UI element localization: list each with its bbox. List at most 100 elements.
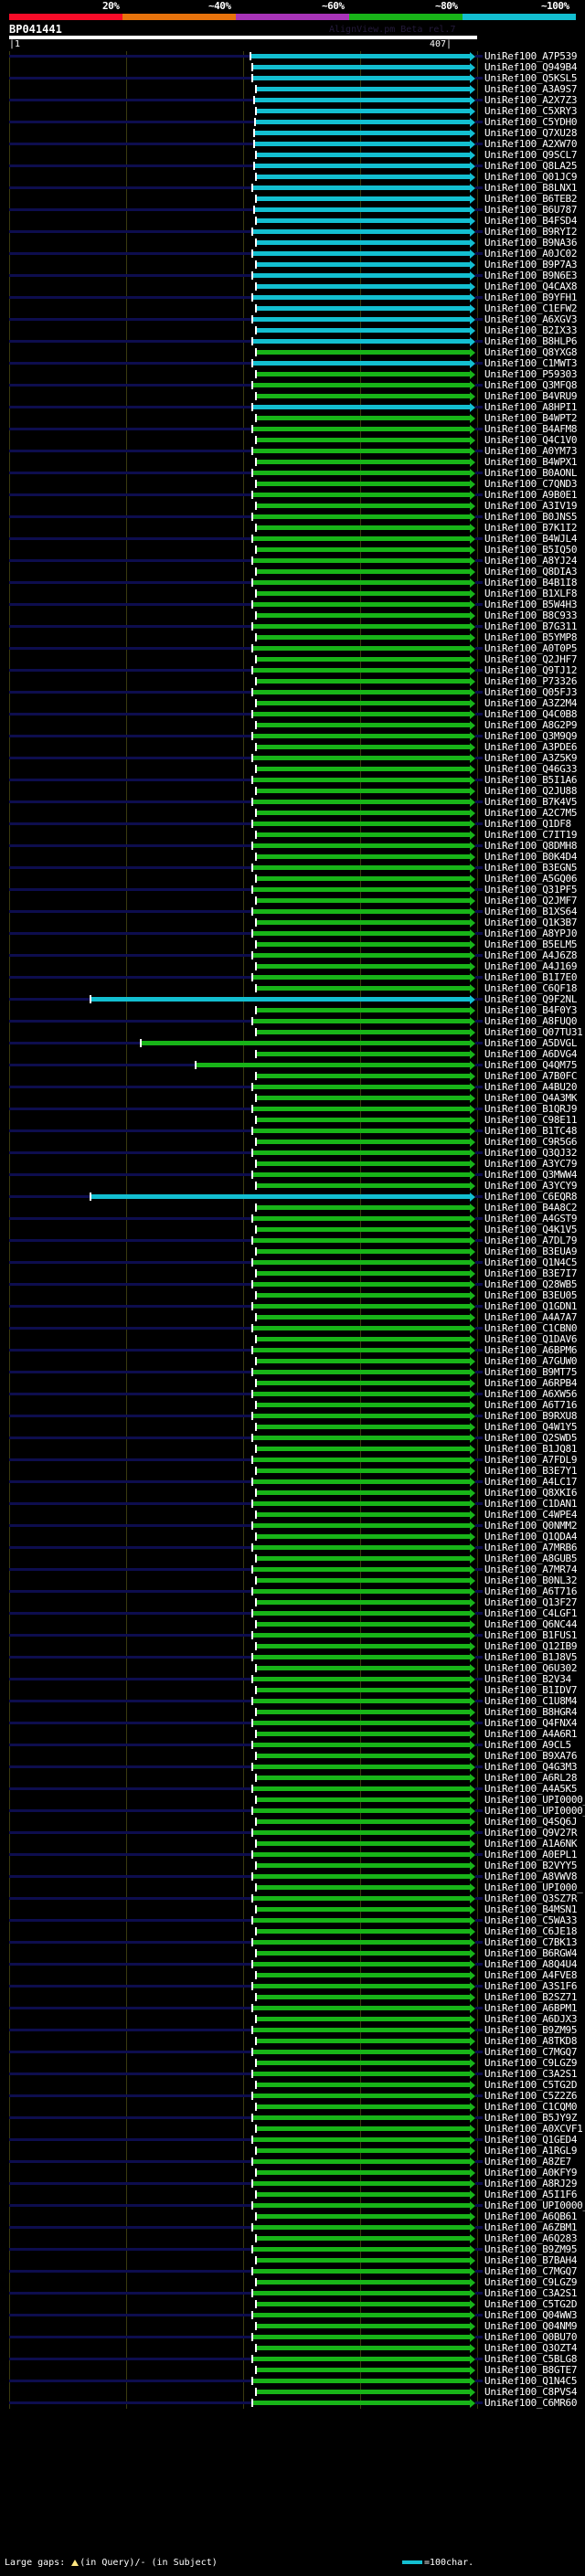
subject-label[interactable]: UniRef100_B9RXU8 bbox=[484, 1410, 578, 1422]
subject-label[interactable]: UniRef100_B2IX33 bbox=[484, 324, 578, 336]
hsp-bar[interactable] bbox=[256, 120, 470, 124]
alignment-row[interactable]: UniRef100_A6DJX3 bbox=[0, 2014, 585, 2025]
alignment-row[interactable]: UniRef100_B2IX33 bbox=[0, 325, 585, 336]
alignment-row[interactable]: UniRef100_B8GTE7 bbox=[0, 2365, 585, 2376]
alignment-row[interactable]: UniRef100_P59303 bbox=[0, 369, 585, 380]
subject-label[interactable]: UniRef100_A0KFY9 bbox=[484, 2167, 578, 2178]
hsp-bar[interactable] bbox=[257, 1425, 470, 1429]
alignment-row[interactable]: UniRef100_B9RXU8 bbox=[0, 1411, 585, 1422]
subject-label[interactable]: UniRef100_B5JY9Z bbox=[484, 2112, 578, 2124]
subject-label[interactable]: UniRef100_A9B0E1 bbox=[484, 489, 578, 501]
subject-label[interactable]: UniRef100_Q01JC9 bbox=[484, 171, 578, 183]
alignment-row[interactable]: UniRef100_B9RYI2 bbox=[0, 227, 585, 238]
subject-label[interactable]: UniRef100_Q3MWW4 bbox=[484, 1169, 578, 1181]
hsp-bar[interactable] bbox=[253, 471, 470, 475]
hsp-bar[interactable] bbox=[257, 1140, 470, 1144]
hsp-bar[interactable] bbox=[257, 2390, 470, 2394]
alignment-row[interactable]: UniRef100_B5IQ50 bbox=[0, 545, 585, 556]
alignment-row[interactable]: UniRef100_A8FUQ0 bbox=[0, 1016, 585, 1027]
subject-label[interactable]: UniRef100_B9NA36 bbox=[484, 237, 578, 249]
alignment-row[interactable]: UniRef100_C5YDH0 bbox=[0, 117, 585, 128]
subject-label[interactable]: UniRef100_Q4SQ6J bbox=[484, 1816, 578, 1828]
alignment-row[interactable]: UniRef100_A8Q4U4 bbox=[0, 1959, 585, 1970]
subject-label[interactable]: UniRef100_Q6NC44 bbox=[484, 1618, 578, 1630]
alignment-row[interactable]: UniRef100_C6QF18 bbox=[0, 983, 585, 994]
hsp-bar[interactable] bbox=[257, 1973, 470, 1977]
alignment-row[interactable]: UniRef100_C4WPE4 bbox=[0, 1510, 585, 1521]
alignment-row[interactable]: UniRef100_C5TG2D bbox=[0, 2299, 585, 2310]
subject-label[interactable]: UniRef100_A6QB61 bbox=[484, 2210, 578, 2222]
alignment-row[interactable]: UniRef100_Q3SZ7R bbox=[0, 1893, 585, 1904]
subject-label[interactable]: UniRef100_B4WPT2 bbox=[484, 412, 578, 424]
hsp-bar[interactable] bbox=[253, 2357, 470, 2361]
alignment-row[interactable]: UniRef100_B2VYY5 bbox=[0, 1860, 585, 1871]
subject-label[interactable]: UniRef100_B4A8C2 bbox=[484, 1202, 578, 1214]
alignment-row[interactable]: UniRef100_A2X7Z3 bbox=[0, 95, 585, 106]
subject-label[interactable]: UniRef100_Q4C1V0 bbox=[484, 434, 578, 446]
alignment-row[interactable]: UniRef100_Q2JMF7 bbox=[0, 896, 585, 906]
subject-label[interactable]: UniRef100_B5ELM5 bbox=[484, 938, 578, 950]
alignment-row[interactable]: UniRef100_B7K4V5 bbox=[0, 797, 585, 808]
alignment-row[interactable]: UniRef100_C1DAN1 bbox=[0, 1499, 585, 1510]
subject-label[interactable]: UniRef100_B2SZ71 bbox=[484, 1991, 578, 2003]
alignment-row[interactable]: UniRef100_A6RPB4 bbox=[0, 1378, 585, 1389]
hsp-bar[interactable] bbox=[253, 1414, 470, 1418]
alignment-row[interactable]: UniRef100_C5WA33 bbox=[0, 1915, 585, 1926]
hsp-bar[interactable] bbox=[253, 1216, 470, 1221]
hsp-bar[interactable] bbox=[253, 1019, 470, 1023]
hsp-bar[interactable] bbox=[257, 547, 470, 552]
alignment-row[interactable]: UniRef100_Q3MWW4 bbox=[0, 1170, 585, 1181]
alignment-row[interactable]: UniRef100_Q1QDA4 bbox=[0, 1532, 585, 1542]
subject-label[interactable]: UniRef100_C6QF18 bbox=[484, 982, 578, 994]
subject-label[interactable]: UniRef100_A6T716 bbox=[484, 1399, 578, 1411]
hsp-bar[interactable] bbox=[91, 997, 470, 1002]
subject-label[interactable]: UniRef100_Q9TJ12 bbox=[484, 664, 578, 676]
subject-label[interactable]: UniRef100_A8ZE7 bbox=[484, 2156, 571, 2168]
subject-label[interactable]: UniRef100_B1I7E0 bbox=[484, 971, 578, 983]
subject-label[interactable]: UniRef100_Q1N4C5 bbox=[484, 2375, 578, 2387]
hsp-bar[interactable] bbox=[257, 2236, 470, 2241]
hsp-bar[interactable] bbox=[257, 1688, 470, 1692]
hsp-bar[interactable] bbox=[253, 756, 470, 760]
hsp-bar[interactable] bbox=[253, 1567, 470, 1572]
alignment-row[interactable]: UniRef100_B7G311 bbox=[0, 621, 585, 632]
subject-label[interactable]: UniRef100_B1TC48 bbox=[484, 1125, 578, 1137]
subject-label[interactable]: UniRef100_A3Z5K9 bbox=[484, 752, 578, 764]
hsp-bar[interactable] bbox=[257, 1337, 470, 1341]
subject-label[interactable]: UniRef100_Q9SCL7 bbox=[484, 149, 578, 161]
hsp-bar[interactable] bbox=[257, 876, 470, 881]
subject-label[interactable]: UniRef100_Q3OZT4 bbox=[484, 2342, 578, 2354]
hsp-bar[interactable] bbox=[257, 1183, 470, 1188]
alignment-row[interactable]: UniRef100_B9ZM95 bbox=[0, 2025, 585, 2036]
alignment-row[interactable]: UniRef100_A1A6NK bbox=[0, 1839, 585, 1850]
alignment-row[interactable]: UniRef100_Q8DIA3 bbox=[0, 567, 585, 578]
alignment-row[interactable]: UniRef100_Q4G3M3 bbox=[0, 1762, 585, 1773]
alignment-row[interactable]: UniRef100_B9MT75 bbox=[0, 1367, 585, 1378]
hsp-bar[interactable] bbox=[257, 1666, 470, 1670]
hsp-bar[interactable] bbox=[253, 1479, 470, 1484]
subject-label[interactable]: UniRef100_B1IDV7 bbox=[484, 1684, 578, 1696]
hsp-bar[interactable] bbox=[257, 1863, 470, 1868]
alignment-row[interactable]: UniRef100_C1MWT3 bbox=[0, 358, 585, 369]
subject-label[interactable]: UniRef100_A9CL5 bbox=[484, 1739, 571, 1751]
hsp-bar[interactable] bbox=[253, 317, 470, 322]
alignment-row[interactable]: UniRef100_Q3QJ32 bbox=[0, 1148, 585, 1159]
hsp-bar[interactable] bbox=[255, 98, 470, 102]
alignment-row[interactable]: UniRef100_B8HGR4 bbox=[0, 1707, 585, 1718]
alignment-row[interactable]: UniRef100_A6RL28 bbox=[0, 1773, 585, 1784]
alignment-row[interactable]: UniRef100_Q9V27R bbox=[0, 1828, 585, 1839]
alignment-row[interactable]: UniRef100_C98E11 bbox=[0, 1115, 585, 1126]
alignment-row[interactable]: UniRef100_Q4FNX4 bbox=[0, 1718, 585, 1729]
alignment-row[interactable]: UniRef100_A8YPJ0 bbox=[0, 928, 585, 939]
hsp-bar[interactable] bbox=[257, 635, 470, 640]
hsp-bar[interactable] bbox=[253, 2006, 470, 2010]
hsp-bar[interactable] bbox=[257, 2017, 470, 2021]
alignment-row[interactable]: UniRef100_C5XRY3 bbox=[0, 106, 585, 117]
alignment-row[interactable]: UniRef100_A6BPM1 bbox=[0, 2003, 585, 2014]
subject-label[interactable]: UniRef100_B4WPX1 bbox=[484, 456, 578, 468]
hsp-bar[interactable] bbox=[257, 679, 470, 684]
hsp-bar[interactable] bbox=[253, 1940, 470, 1945]
hsp-bar[interactable] bbox=[253, 1874, 470, 1879]
subject-label[interactable]: UniRef100_B4VRU9 bbox=[484, 390, 578, 402]
alignment-row[interactable]: UniRef100_Q3MFQ8 bbox=[0, 380, 585, 391]
